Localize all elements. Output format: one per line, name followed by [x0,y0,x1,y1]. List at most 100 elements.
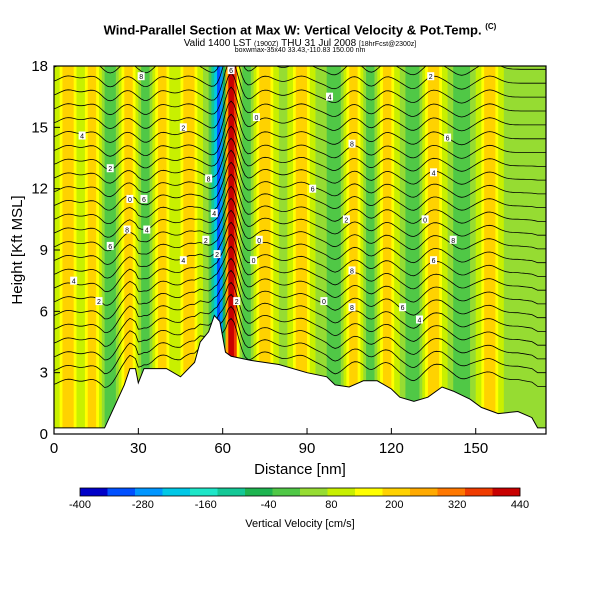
field-column [509,66,513,434]
isentrope-label: 6 [311,187,315,194]
field-column [124,66,128,434]
isentrope-label-box [348,266,356,275]
field-column [534,66,539,434]
field-column [453,66,457,434]
field-column [422,66,426,434]
field-column [135,66,139,434]
field-column [436,66,440,434]
isentrope-label: 6 [401,305,405,312]
field-column [543,66,546,434]
isentrope-label: 2 [181,125,185,132]
field-column [515,66,519,434]
isentrope-label: 6 [432,258,436,265]
field-column [284,66,288,434]
isentrope-line [54,305,546,375]
field-column [492,66,496,434]
colorbar-swatch [437,488,466,496]
isentrope-label: 2 [344,217,348,224]
isentrope-label-box [348,139,356,148]
colorbar-swatch [107,488,136,496]
isentrope-label-box [427,72,435,81]
isentrope-label: 4 [72,279,76,286]
isentrope-label: 2 [97,299,101,306]
field-column [416,66,421,434]
field-column [411,66,415,434]
isentrope-label: 4 [432,170,436,177]
field-column [68,66,72,434]
field-column [517,66,522,434]
field-column [143,66,148,434]
field-column [501,66,505,434]
field-column [374,66,378,434]
colorbar-tick-label: -40 [261,499,277,511]
field-column [172,66,176,434]
isentrope-label: 0 [423,217,427,224]
field-column [512,66,516,434]
field-column [233,66,238,434]
isentrope-label-box [430,168,438,177]
field-column [396,66,401,434]
field-column [98,66,103,434]
field-column [408,66,412,434]
field-column [270,66,274,434]
field-column [253,66,258,434]
field-column [349,66,353,434]
isentrope-label: 8 [451,238,455,245]
field-column [472,66,477,434]
field-column [489,66,494,434]
velocity-field [54,66,546,434]
chart-subtitle: Valid 1400 LST (1900Z) THU 31 Jul 2008 [… [183,38,417,49]
isentrope-label-box [250,256,258,265]
field-column [236,66,241,434]
field-column [295,66,300,434]
field-column [467,66,471,434]
field-column [200,66,204,434]
field-column [158,66,162,434]
field-column [163,66,168,434]
isentrope-label: 6 [229,68,233,75]
isentrope-label: 0 [128,197,132,204]
field-column [90,66,94,434]
field-column [174,66,179,434]
field-column [152,66,156,434]
field-column [315,66,319,434]
y-tick-label: 18 [31,58,48,75]
field-column [301,66,305,434]
field-column [211,66,215,434]
field-column [278,66,283,434]
isentrope-line [54,245,546,306]
field-column [478,66,482,434]
field-column [523,66,527,434]
field-column [498,66,502,434]
field-column [138,66,142,434]
field-column [287,66,291,434]
field-column [186,66,190,434]
colorbar-swatch [162,488,191,496]
isentrope-label: 2 [429,74,433,81]
field-column [354,66,359,434]
field-column [307,66,311,434]
field-column [250,66,255,434]
isentrope-label-box [140,194,148,203]
isentrope-label: 6 [108,244,112,251]
isentrope-label: 0 [254,115,258,122]
colorbar-swatch [135,488,163,496]
field-column [464,66,468,434]
field-column [84,66,89,434]
isentrope-label: 4 [80,134,84,141]
field-column [326,66,331,434]
field-column [107,66,111,434]
field-column [127,66,131,434]
field-column [70,66,75,434]
field-column [82,66,86,434]
field-column [332,66,336,434]
field-column [405,66,409,434]
isentrope-label: 4 [328,95,332,102]
colorbar-tick-label: 80 [325,499,337,511]
colorbar-swatch [382,488,411,496]
colorbar-tick-label: -400 [69,499,91,511]
isentrope-label: 4 [418,318,422,325]
isentrope-label-box [78,131,86,140]
field-column [222,66,227,434]
